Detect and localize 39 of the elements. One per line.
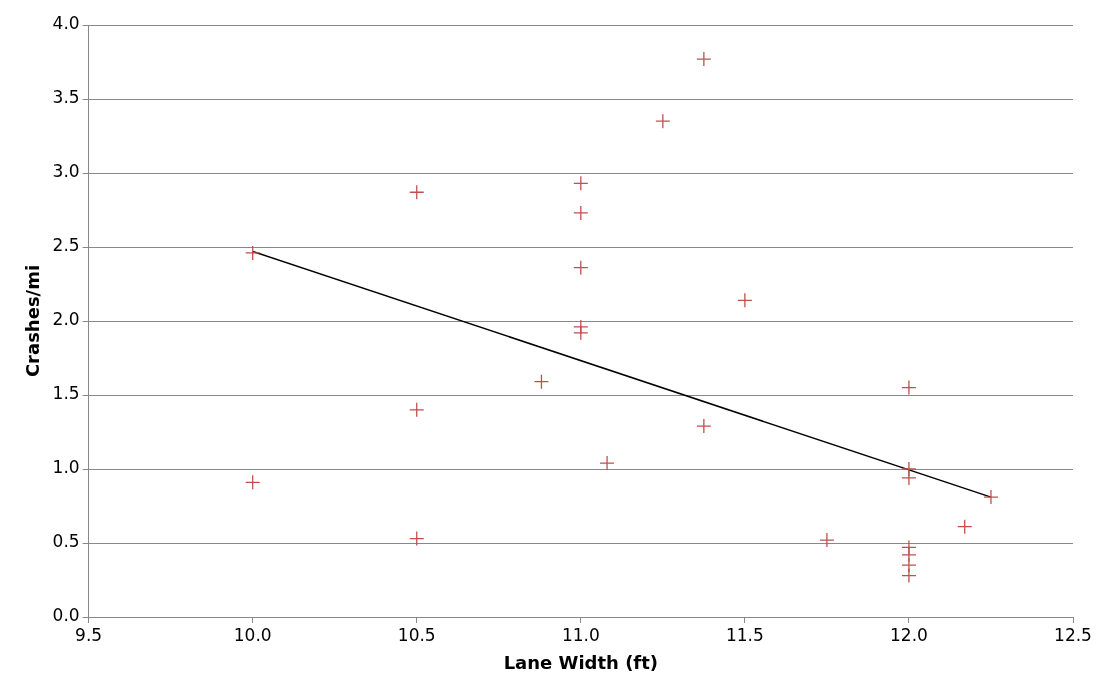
y-tick-label: 0.0 bbox=[52, 605, 80, 626]
point bbox=[901, 567, 917, 584]
point bbox=[696, 51, 712, 67]
y-tick-label: 3.5 bbox=[52, 87, 80, 108]
point bbox=[737, 292, 753, 308]
point bbox=[957, 519, 973, 535]
point bbox=[573, 205, 589, 221]
point bbox=[599, 455, 615, 471]
point bbox=[573, 325, 589, 341]
point bbox=[573, 175, 589, 192]
point bbox=[696, 418, 712, 434]
x-tick-label: 12.5 bbox=[1054, 624, 1092, 645]
y-tick-label: 2.0 bbox=[52, 309, 80, 330]
y-tick-label: 2.5 bbox=[52, 235, 80, 256]
y-tick-label: 1.5 bbox=[52, 383, 80, 404]
point bbox=[533, 374, 550, 390]
point bbox=[819, 532, 835, 548]
point bbox=[245, 245, 261, 261]
x-tick-label: 10.5 bbox=[397, 624, 436, 645]
y-tick-label: 4.0 bbox=[52, 13, 80, 34]
x-tick-label: 9.5 bbox=[75, 624, 103, 645]
y-axis-title: Crashes/mi bbox=[22, 264, 44, 378]
y-tick-label: 1.0 bbox=[52, 457, 80, 478]
point bbox=[409, 530, 425, 547]
point bbox=[901, 379, 917, 396]
point bbox=[655, 113, 671, 129]
point bbox=[409, 184, 425, 200]
point bbox=[983, 489, 999, 505]
x-axis-title: Lane Width (ft) bbox=[503, 651, 659, 673]
x-tick-label: 11.0 bbox=[561, 624, 600, 645]
point bbox=[409, 402, 425, 418]
x-tick-label: 11.5 bbox=[725, 624, 764, 645]
point bbox=[573, 260, 589, 276]
point bbox=[901, 470, 917, 486]
x-tick-label: 10.0 bbox=[233, 624, 272, 645]
x-tick-label: 12.0 bbox=[890, 624, 928, 645]
y-tick-label: 3.0 bbox=[52, 161, 80, 182]
point bbox=[245, 474, 261, 490]
y-tick-label: 0.5 bbox=[52, 531, 80, 552]
